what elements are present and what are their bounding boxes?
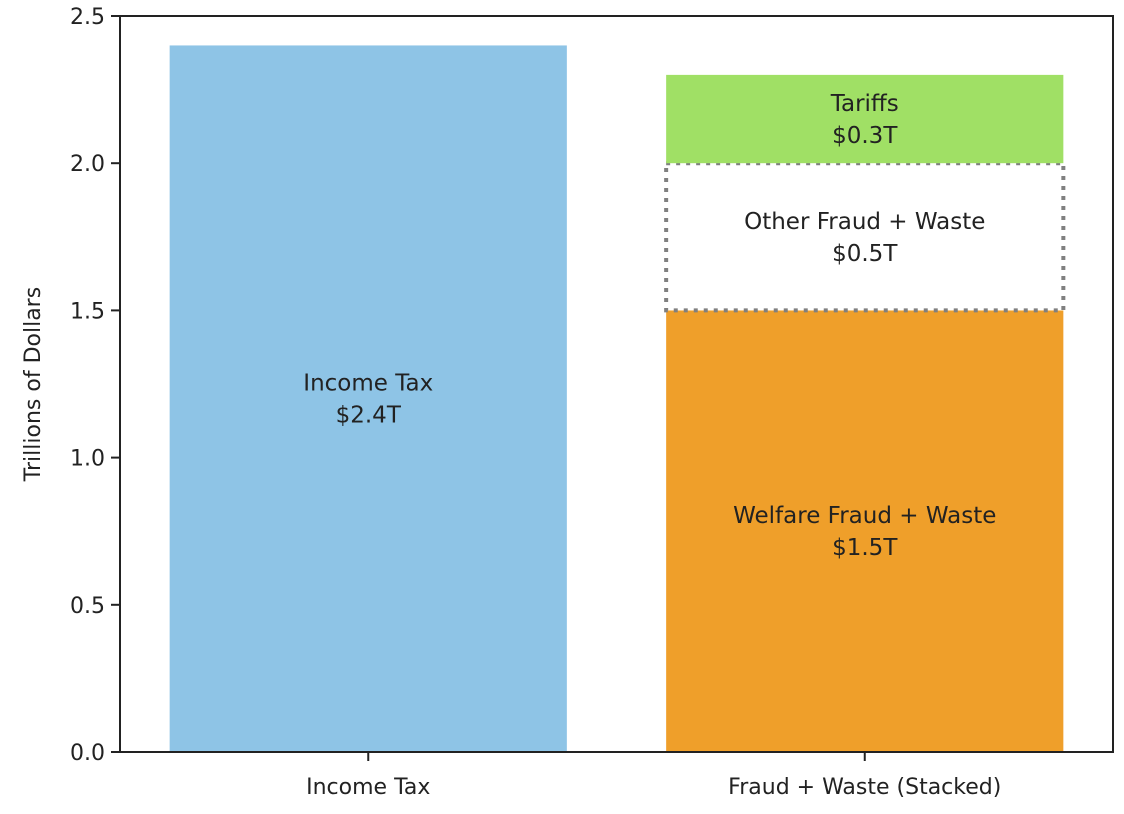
bar-label-1-2-1: $0.3T <box>832 123 898 149</box>
bar-label-1-0-1: $1.5T <box>832 535 898 561</box>
y-tick-label-0: 0.0 <box>70 741 105 766</box>
bar-label-1-0-0: Welfare Fraud + Waste <box>733 503 996 529</box>
bar-label-1-1-0: Other Fraud + Waste <box>744 209 985 235</box>
y-tick-label-3: 1.5 <box>70 299 105 324</box>
axes-layer: 0.0 0.5 1.0 1.5 2.0 2.5 Income Tax Fraud + Wast… <box>70 5 1114 800</box>
bar-segment-1-1 <box>664 161 1066 313</box>
plot-frame <box>119 15 1114 753</box>
x-tick-label-1: Fraud + Waste (Stacked) <box>728 775 1001 800</box>
bar-labels-layer: Income Tax $2.4T Welfare Fraud + Waste $1.5… <box>303 91 996 561</box>
bar-label-1-2-0: Tariffs <box>830 91 899 117</box>
y-tick-label-4: 2.0 <box>70 152 105 177</box>
bars-layer <box>169 45 1066 752</box>
y-axis-label: Trillions of Dollars <box>21 287 46 482</box>
bar-segment-1-0 <box>666 310 1064 752</box>
bar-label-0-0-0: Income Tax <box>303 371 433 397</box>
y-tick-label-1: 0.5 <box>70 594 105 619</box>
x-tick-label-0: Income Tax <box>306 775 430 800</box>
bar-label-0-0-1: $2.4T <box>336 403 402 429</box>
y-tick-label-2: 1.0 <box>70 447 105 472</box>
bar-segment-0-0 <box>169 45 567 752</box>
y-tick-label-5: 2.5 <box>70 5 105 30</box>
bar-segment-1-2 <box>666 74 1064 164</box>
bar-label-1-1-1: $0.5T <box>832 241 898 267</box>
